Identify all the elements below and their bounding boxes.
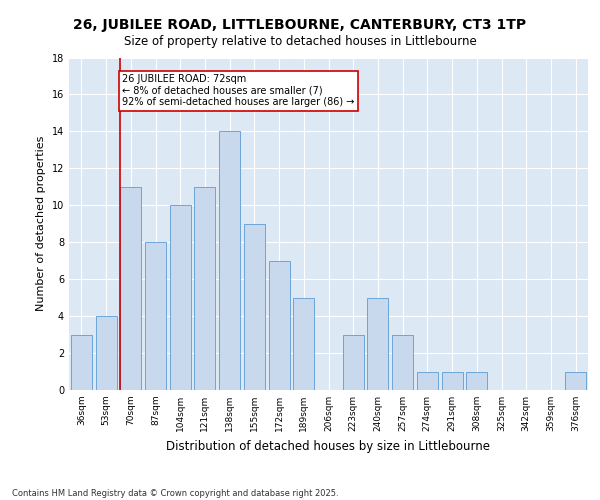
Bar — [120, 187, 141, 390]
Text: 26, JUBILEE ROAD, LITTLEBOURNE, CANTERBURY, CT3 1TP: 26, JUBILEE ROAD, LITTLEBOURNE, CANTERBU… — [73, 18, 527, 32]
Bar — [565, 372, 586, 390]
Text: Size of property relative to detached houses in Littlebourne: Size of property relative to detached ho… — [124, 35, 476, 48]
Bar — [466, 372, 487, 390]
Bar — [269, 260, 290, 390]
Bar — [343, 334, 364, 390]
Bar — [219, 132, 240, 390]
Bar — [95, 316, 116, 390]
Bar — [442, 372, 463, 390]
Bar — [392, 334, 413, 390]
Bar — [244, 224, 265, 390]
Bar — [194, 187, 215, 390]
Bar — [145, 242, 166, 390]
Bar — [71, 334, 92, 390]
X-axis label: Distribution of detached houses by size in Littlebourne: Distribution of detached houses by size … — [167, 440, 491, 452]
Bar — [293, 298, 314, 390]
Bar — [367, 298, 388, 390]
Text: 26 JUBILEE ROAD: 72sqm
← 8% of detached houses are smaller (7)
92% of semi-detac: 26 JUBILEE ROAD: 72sqm ← 8% of detached … — [122, 74, 355, 108]
Bar — [170, 206, 191, 390]
Bar — [417, 372, 438, 390]
Y-axis label: Number of detached properties: Number of detached properties — [36, 136, 46, 312]
Text: Contains HM Land Registry data © Crown copyright and database right 2025.: Contains HM Land Registry data © Crown c… — [12, 488, 338, 498]
